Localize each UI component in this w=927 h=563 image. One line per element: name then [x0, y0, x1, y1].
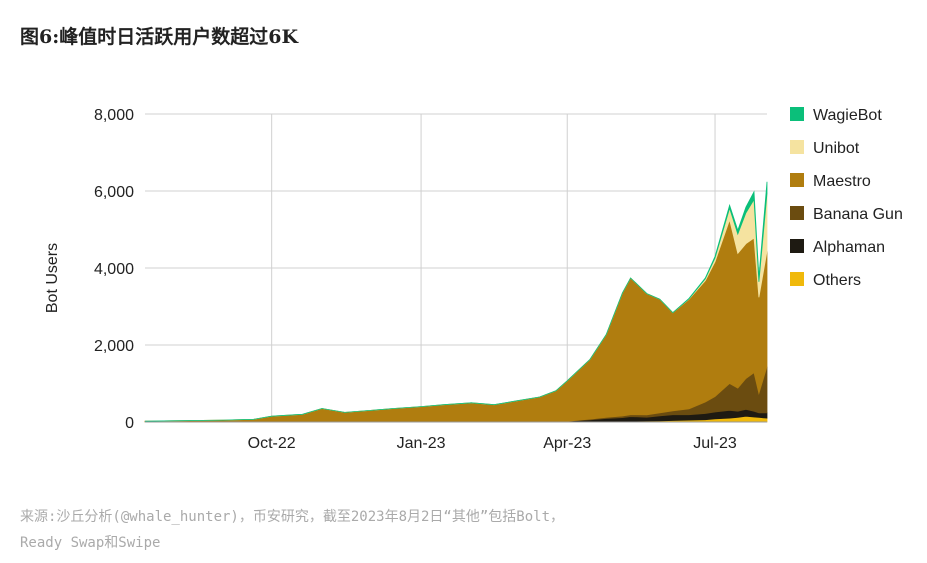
y-tick-label: 6,000	[94, 184, 134, 201]
area-series	[144, 181, 768, 423]
source-line-2: Ready Swap和Swipe	[20, 535, 161, 551]
area-wagiebot	[144, 181, 768, 422]
axes: 0 2,000 4,000 6,000 8,000 Oct-22 Jan-23 Apr-23 J…	[94, 107, 767, 452]
x-tick-label: Jul-23	[693, 435, 737, 452]
legend-label-others: Others	[813, 272, 861, 289]
source-note: 来源:沙丘分析(@whale_hunter)，币安研究，截至2023年8月2日“…	[20, 504, 564, 556]
y-tick-label: 8,000	[94, 107, 134, 124]
x-tick-label: Apr-23	[543, 435, 591, 452]
x-tick-label: Oct-22	[248, 435, 296, 452]
legend-swatch-wagiebot	[790, 107, 804, 121]
x-tick-label: Jan-23	[397, 435, 446, 452]
source-line-1: 来源:沙丘分析(@whale_hunter)，币安研究，截至2023年8月2日“…	[20, 509, 565, 525]
legend-swatch-unibot	[790, 140, 804, 154]
chart-title: 图6:峰值时日活跃用户数超过6K	[20, 26, 298, 48]
y-tick-label: 0	[125, 415, 134, 432]
legend-swatch-alphaman	[790, 239, 804, 253]
legend-label-maestro: Maestro	[813, 173, 871, 190]
legend-label-banana-gun: Banana Gun	[813, 206, 903, 223]
legend-swatch-others	[790, 272, 804, 286]
y-tick-label: 2,000	[94, 338, 134, 355]
y-axis-label: Bot Users	[44, 243, 61, 313]
legend: WagieBot Unibot Maestro Banana Gun Alphaman O…	[790, 107, 903, 289]
area-maestro	[144, 218, 768, 423]
legend-swatch-maestro	[790, 173, 804, 187]
y-tick-label: 4,000	[94, 261, 134, 278]
legend-label-alphaman: Alphaman	[813, 239, 885, 256]
legend-label-wagiebot: WagieBot	[813, 107, 882, 124]
legend-label-unibot: Unibot	[813, 140, 860, 157]
legend-swatch-banana-gun	[790, 206, 804, 220]
